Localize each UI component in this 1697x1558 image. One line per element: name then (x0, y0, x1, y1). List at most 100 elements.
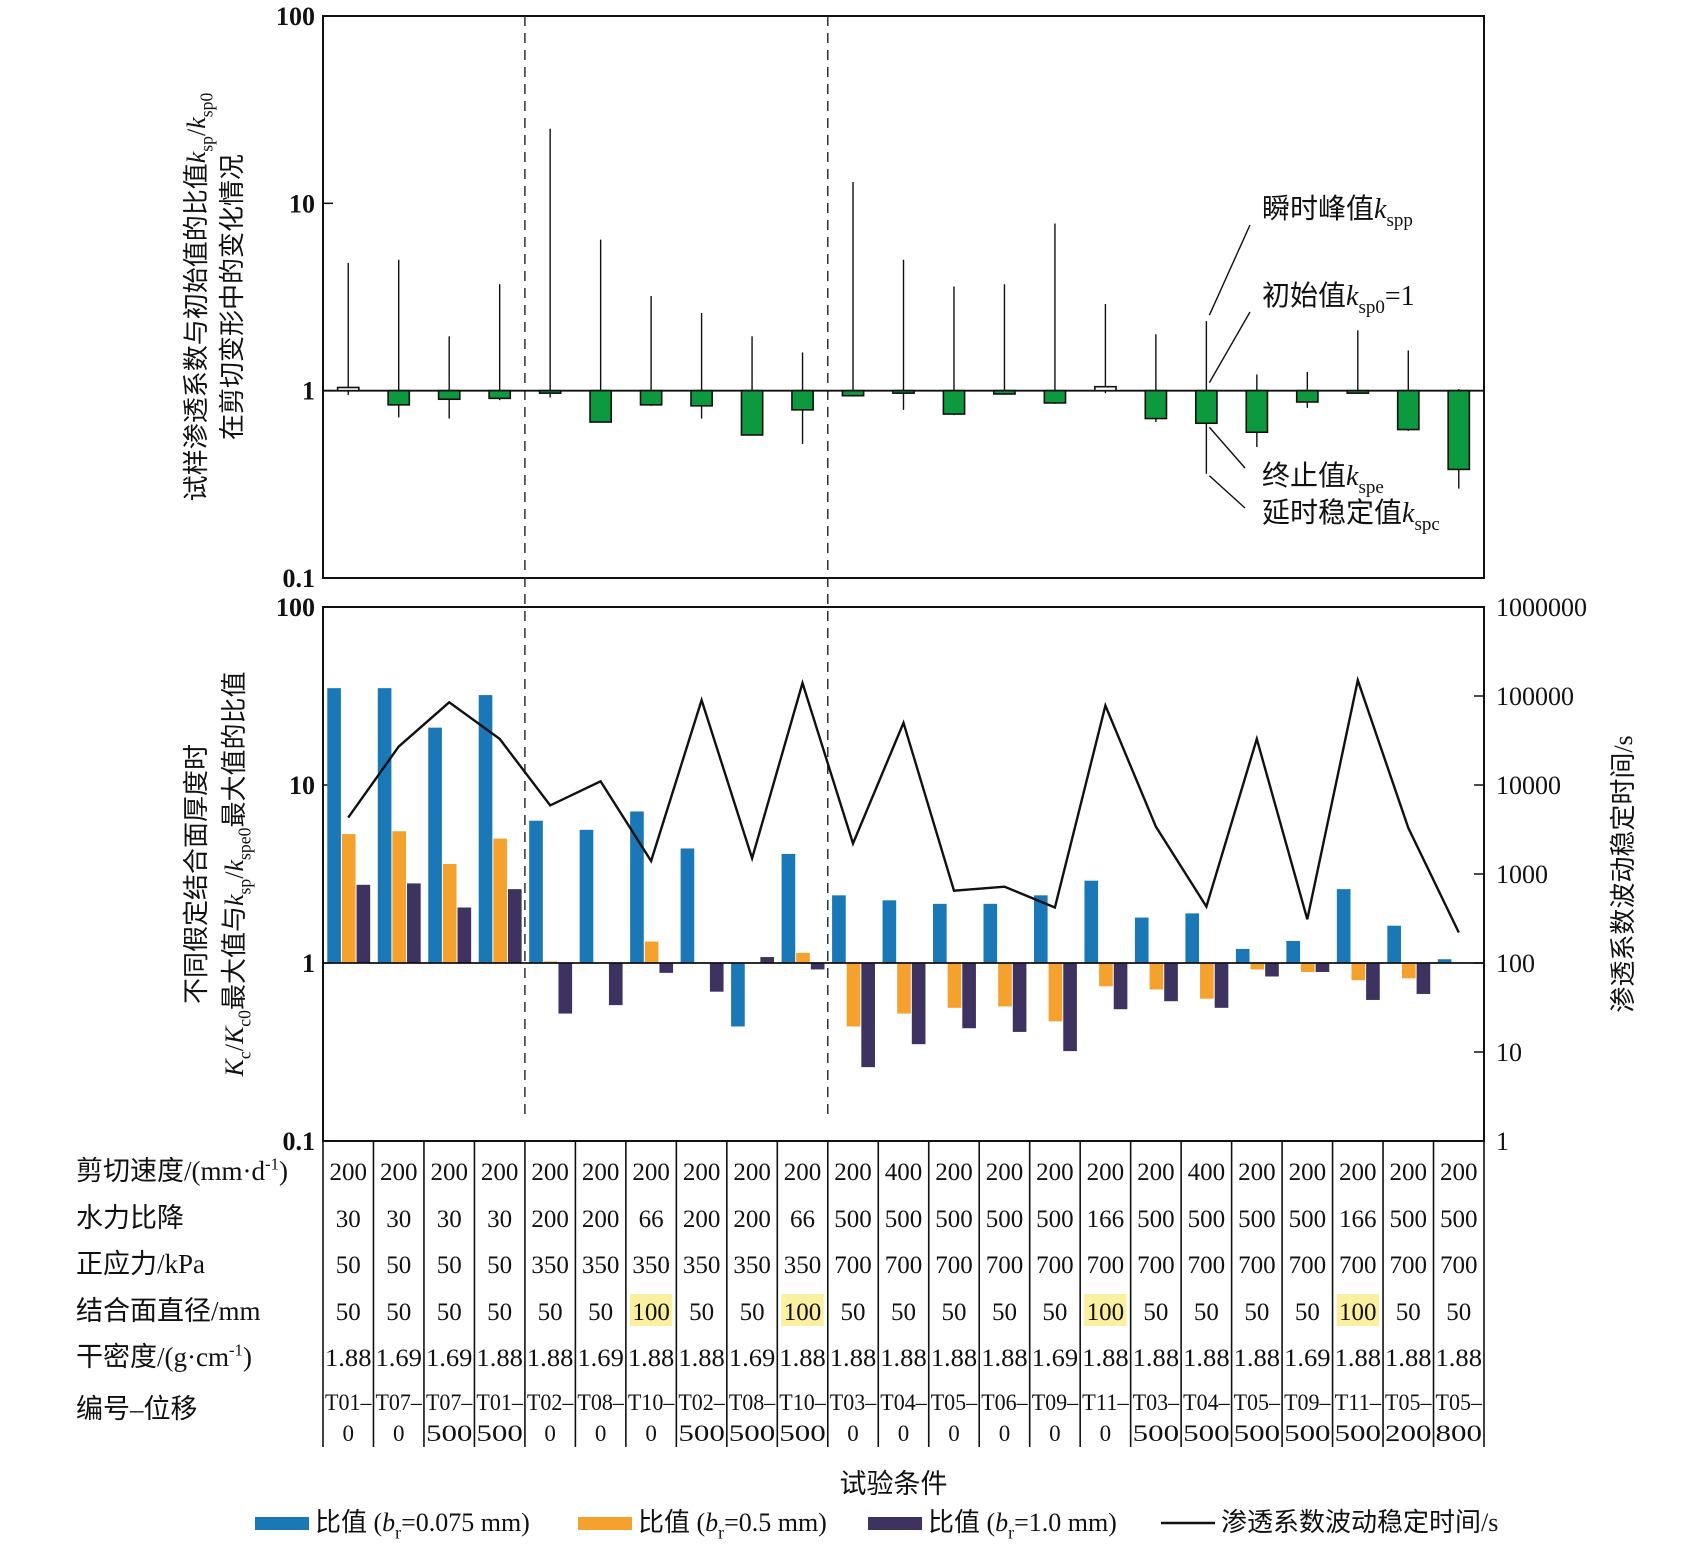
end-value-box (1396, 389, 1420, 431)
bottom-chart: 0.1 1 10 100 1 10 100 1000 10000 100000 1000000 不同假… (182, 593, 1638, 1156)
ratio-bar-1 (998, 963, 1012, 1007)
top-plot-frame (322, 15, 1485, 579)
table-cell: 100 (632, 1299, 670, 1326)
table-cell: 1.69 (426, 1345, 472, 1372)
table-id-cell: 500 (1335, 1421, 1381, 1446)
table-row-label-part: -1 (229, 1341, 243, 1360)
table-cell: 500 (1238, 1206, 1276, 1233)
table-id-cell: 500 (1133, 1421, 1179, 1446)
end-value-box (1043, 389, 1067, 404)
annotation-label-part: k (1402, 498, 1415, 529)
top-y-title-line2: 在剪切变形中的变化情况 (218, 154, 247, 440)
end-value-box (387, 389, 411, 406)
table-cell: 50 (689, 1299, 714, 1326)
table-row-label-part: ) (243, 1342, 252, 1372)
end-value-box (942, 389, 966, 415)
end-value-box (791, 389, 814, 411)
table-cell: 200 (582, 1206, 620, 1233)
annotation-label-part: spc (1414, 514, 1439, 535)
right-y-tick-label: 1000 (1496, 860, 1548, 889)
table-cell: 700 (1036, 1252, 1074, 1279)
ratio-bar-2 (1214, 963, 1229, 1008)
top-y-title-line1-part: / (182, 128, 211, 136)
bottom-y-tick-label: 10 (289, 771, 315, 800)
table-row-label-part: 编号–位移 (76, 1394, 198, 1424)
table-id-cell: T10– (779, 1390, 826, 1415)
ratio-bar-1 (1250, 963, 1265, 970)
table-id-cell: T07– (426, 1390, 473, 1415)
right-y-tick-label: 10000 (1496, 771, 1561, 800)
bottom-y-title-line2-part: sp (234, 879, 254, 895)
table-cell: 1.69 (1284, 1345, 1330, 1372)
ratio-bar-0 (1286, 940, 1301, 963)
table-id-cell: T08– (729, 1390, 776, 1415)
legend-label-part: b (995, 1508, 1008, 1537)
ratio-bar-0 (1387, 925, 1401, 963)
top-y-title-line2-part: 在剪切变形中的变化情况 (218, 154, 247, 440)
legend-label-part: 比值 ( (638, 1508, 705, 1537)
table-id-cell: T05– (931, 1390, 978, 1415)
legend-swatch (255, 1517, 309, 1530)
top-y-tick-label: 10 (289, 189, 315, 218)
table-cell: 50 (1396, 1299, 1421, 1326)
table-row-label: 剪切速度/(mm·d-1) (76, 1155, 288, 1186)
table-row-label-part: 正应力/kPa (76, 1249, 205, 1279)
highlight-cell (1336, 1294, 1380, 1326)
right-y-tick-label: 100000 (1496, 682, 1574, 711)
ratio-bar-1 (947, 963, 962, 1008)
table-cell: 50 (336, 1252, 361, 1279)
annotation-label: 终止值kspe (1262, 460, 1384, 498)
table-cell: 50 (1194, 1299, 1219, 1326)
ratio-bar-2 (1113, 963, 1128, 1010)
end-value-box (1295, 389, 1319, 403)
ratio-bar-1 (1301, 963, 1315, 973)
table-cell: 50 (891, 1299, 916, 1326)
table-cell: 1.69 (577, 1345, 623, 1372)
ratio-bar-2 (507, 889, 522, 963)
table-cell: 1.69 (1032, 1345, 1078, 1372)
table-id-cell: 500 (1234, 1421, 1280, 1446)
annotation-label-part: 初始值 (1262, 280, 1346, 312)
annotation-leader (1208, 311, 1251, 384)
table-id-cell: 500 (426, 1421, 472, 1446)
table-cell: 200 (935, 1159, 973, 1186)
table-id-cell: T05– (1385, 1390, 1432, 1415)
top-y-title-line1-part: k (182, 117, 211, 129)
table-cell: 700 (1238, 1252, 1276, 1279)
table-cell: 100 (784, 1299, 822, 1326)
table-id-cell: 200 (1385, 1421, 1431, 1446)
end-value-box (1094, 385, 1117, 392)
table-cell: 200 (481, 1159, 519, 1186)
table-id-cell: T11– (1082, 1390, 1129, 1415)
ratio-bar-0 (428, 727, 442, 963)
end-value-box (538, 389, 562, 394)
table-cell: 400 (885, 1159, 923, 1186)
table-cell: 700 (1188, 1252, 1226, 1279)
table-id-cell: 800 (1436, 1421, 1482, 1446)
table-cell: 200 (1137, 1159, 1175, 1186)
table-cell: 700 (1440, 1252, 1478, 1279)
ratio-bar-2 (760, 957, 775, 963)
legend-label: 比值 (br=1.0 mm) (928, 1508, 1117, 1542)
end-value-box (993, 389, 1016, 395)
bottom-y-title-line1: 不同假定结合面厚度时 (182, 744, 211, 1004)
table-cell: 1.88 (1436, 1345, 1482, 1372)
table-cell: 1.88 (1385, 1345, 1431, 1372)
table-id-cell: 0 (898, 1421, 910, 1446)
table-id-cell: 0 (595, 1421, 607, 1446)
table-id-cell: 0 (948, 1421, 960, 1446)
legend-label-part: =1.0 mm) (1014, 1508, 1117, 1537)
ratio-bar-1 (1099, 963, 1113, 987)
ratio-bar-1 (493, 838, 507, 963)
table-id-cell: 500 (1284, 1421, 1330, 1446)
ratio-bar-0 (731, 963, 745, 1027)
ratio-bar-2 (659, 963, 674, 973)
table-id-cell: 0 (999, 1421, 1011, 1446)
highlight-cell (1084, 1294, 1127, 1326)
table-cell: 1.88 (880, 1345, 926, 1372)
ratio-bar-0 (630, 811, 644, 963)
end-value-box (639, 389, 663, 406)
right-y-axis-title: 渗透系数波动稳定时间/s (1609, 735, 1638, 1012)
ratio-bar-0 (1235, 948, 1250, 963)
table-cell: 500 (1036, 1206, 1074, 1233)
